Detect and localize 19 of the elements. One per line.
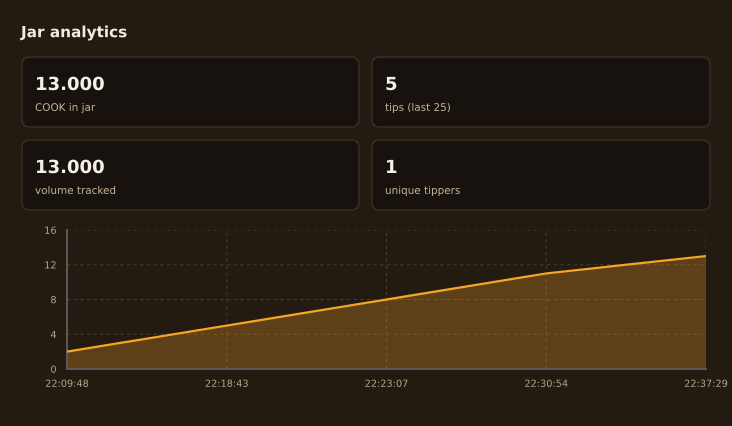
x-tick-label: 22:09:48 (46, 380, 88, 387)
text: volume tracked (35, 186, 116, 194)
text: 13.000 (37, 160, 104, 174)
x-tick-label: 22:23:07 (365, 380, 408, 387)
text: 1 (387, 160, 396, 173)
text: unique tippers (386, 186, 460, 196)
text: COOK in jar (36, 102, 96, 114)
text: 5 (386, 76, 396, 90)
text: tips (last 25) (385, 102, 450, 114)
x-tick-label: 22:30:54 (525, 380, 568, 387)
y-tick-label: 4 (50, 330, 56, 338)
text: 13.000 (37, 76, 104, 90)
y-tick-label: 12 (45, 261, 56, 268)
text: Jar analytics (20, 26, 127, 40)
y-tick-label: 0 (51, 365, 56, 373)
y-tick-label: 16 (45, 226, 56, 234)
y-tick-label: 8 (51, 296, 56, 304)
x-tick-label: 22:37:29 (684, 380, 728, 387)
x-tick-label: 22:18:43 (206, 380, 248, 387)
